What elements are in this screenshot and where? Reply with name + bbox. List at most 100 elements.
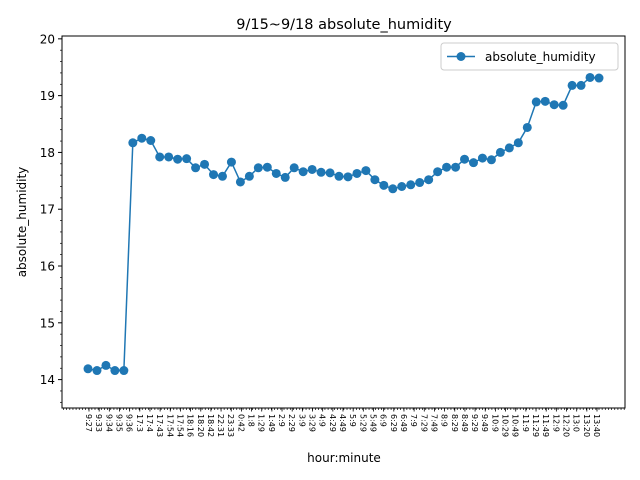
data-point [164, 152, 174, 162]
x-tick-label: 8:49 [460, 414, 469, 432]
x-tick-label: 10:29 [501, 414, 510, 437]
data-point [361, 166, 371, 176]
data-point [477, 153, 487, 163]
data-point [433, 167, 443, 177]
x-tick-label: 10:9 [490, 414, 499, 432]
x-tick-label: 12:20 [562, 414, 571, 437]
data-point [137, 133, 147, 143]
y-tick-label: 16 [40, 260, 55, 274]
data-point [594, 73, 604, 83]
series-line [87, 76, 600, 372]
data-point [442, 162, 452, 172]
data-point [468, 158, 478, 168]
x-tick-label: 18:16 [186, 414, 195, 437]
x-tick-label: 22:31 [216, 414, 225, 437]
x-tick-label: 4:9 [318, 414, 327, 427]
x-axis: 9:27 9:33 9:34 9:35 9:36 17:3 17:4 17:43 17:54 17… [63, 408, 625, 437]
x-tick-label: 1:29 [257, 414, 266, 432]
x-tick-label: 6:9 [379, 414, 388, 427]
data-point [540, 96, 550, 106]
x-tick-label: 18:42 [206, 414, 215, 437]
legend-label: absolute_humidity [485, 50, 596, 64]
data-point [226, 157, 236, 167]
x-tick-label: 7:9 [409, 414, 418, 427]
data-point [92, 366, 102, 376]
x-tick-label: 12:9 [551, 414, 560, 432]
chart-title: 9/15~9/18 absolute_humidity [236, 17, 452, 33]
data-point [424, 175, 434, 185]
data-point [209, 170, 219, 180]
data-point [262, 162, 272, 172]
x-tick-label: 1:49 [267, 414, 276, 432]
data-point [307, 164, 317, 174]
x-tick-label: 13:0 [572, 414, 581, 432]
y-axis: 14 15 16 17 18 19 20 [40, 32, 62, 403]
x-tick-label: 7:29 [419, 414, 428, 432]
data-point [397, 182, 407, 192]
data-point [191, 163, 201, 173]
data-point [298, 167, 308, 177]
data-point [101, 360, 111, 370]
data-point [522, 122, 532, 132]
data-point [182, 154, 192, 164]
x-tick-label: 4:29 [328, 414, 337, 432]
data-point [235, 177, 245, 187]
y-tick-label: 18 [40, 146, 55, 160]
data-point [217, 171, 227, 181]
y-axis-label: absolute_humidity [15, 167, 29, 278]
x-tick-label: 17:54 [165, 414, 174, 437]
x-tick-label: 17:4 [145, 414, 154, 432]
x-tick-label: 11:49 [541, 414, 550, 437]
x-tick-label: 4:49 [338, 414, 347, 432]
data-point [451, 162, 461, 172]
data-point [334, 171, 344, 181]
x-tick-label: 13:40 [592, 414, 601, 437]
x-tick-label: 7:49 [429, 414, 438, 432]
y-tick-label: 20 [40, 32, 55, 46]
x-tick-label: 5:9 [348, 414, 357, 427]
x-tick-label: 6:49 [399, 414, 408, 432]
x-tick-label: 2:9 [277, 414, 286, 427]
data-point [146, 136, 156, 146]
data-point [558, 100, 568, 110]
legend: absolute_humidity [440, 42, 619, 71]
data-point [173, 154, 183, 164]
y-tick-label: 19 [40, 89, 55, 103]
data-point [343, 172, 353, 182]
legend-marker-swatch [456, 52, 466, 61]
data-point [110, 366, 120, 376]
x-tick-label: 11:29 [531, 414, 540, 437]
x-tick-label: 3:9 [297, 414, 306, 427]
data-point [513, 138, 523, 148]
x-tick-label: 17:3 [135, 414, 144, 432]
x-tick-label: 9:36 [125, 414, 134, 432]
x-axis-label: hour:minute [307, 451, 381, 465]
data-point [200, 159, 210, 169]
data-point [253, 163, 263, 173]
data-point [128, 138, 138, 148]
legend-box [440, 42, 619, 71]
x-tick-label: 6:29 [389, 414, 398, 432]
x-tick-label: 9:27 [84, 414, 93, 432]
x-tick-label: 18:20 [196, 414, 205, 437]
data-point [352, 168, 362, 178]
x-tick-label: 17:43 [155, 414, 164, 437]
data-point [325, 168, 335, 178]
data-point [549, 100, 559, 110]
data-point [244, 171, 254, 181]
data-point [271, 168, 281, 178]
data-point [379, 180, 389, 190]
data-point [531, 97, 541, 107]
data-point [576, 80, 586, 90]
data-point [370, 175, 380, 185]
x-tick-label: 5:49 [368, 414, 377, 432]
x-tick-label: 10:49 [511, 414, 520, 437]
y-tick-label: 17 [40, 203, 55, 217]
x-tick-label: 23:33 [226, 414, 235, 437]
data-point [406, 180, 416, 190]
y-tick-label: 15 [40, 316, 55, 330]
x-tick-label: 5:29 [358, 414, 367, 432]
x-tick-label: 9:34 [104, 414, 113, 432]
x-tick-label: 3:29 [308, 414, 317, 432]
x-tick-label: 2:29 [287, 414, 296, 432]
